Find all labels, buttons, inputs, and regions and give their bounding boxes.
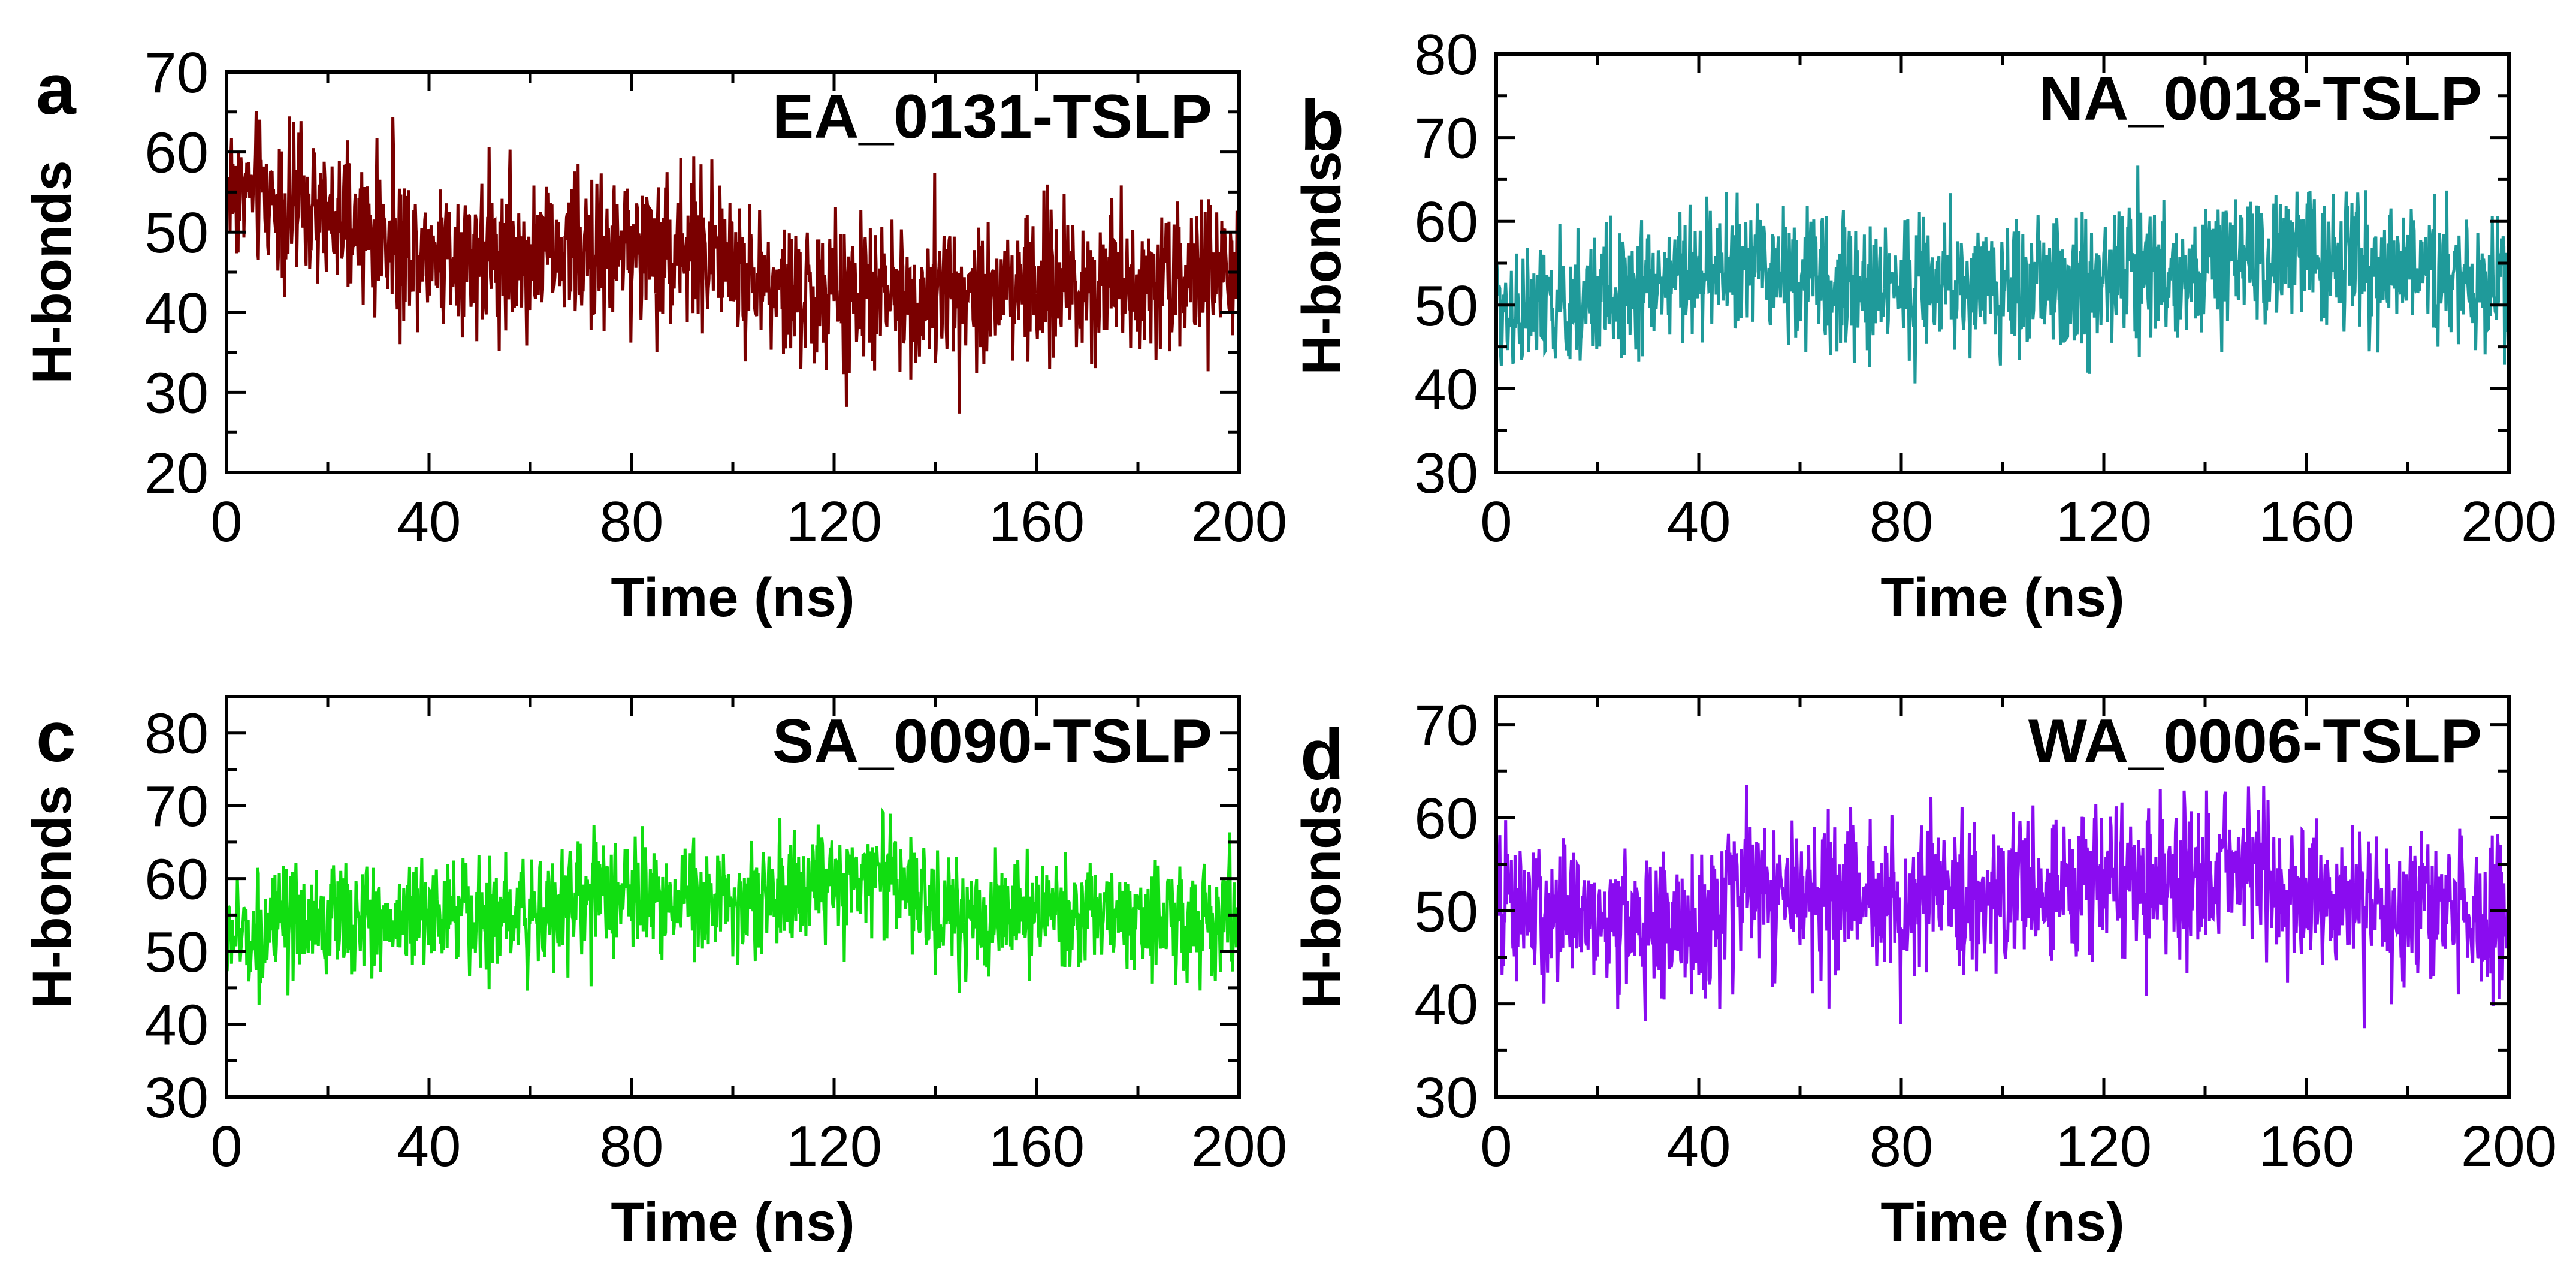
x-tick-label: 200 <box>2461 490 2557 554</box>
x-tick-label: 80 <box>600 1114 664 1179</box>
x-axis-title: Time (ns) <box>1880 1192 2124 1253</box>
x-tick-label: 120 <box>786 1114 882 1179</box>
panel-title: NA_0018-TSLP <box>2039 64 2482 134</box>
x-tick-label: 200 <box>1191 1114 1287 1179</box>
y-tick-label: 80 <box>144 702 209 766</box>
x-tick-label: 160 <box>2258 1114 2354 1179</box>
y-axis-title: H-bonds <box>1291 151 1352 375</box>
x-tick-label: 0 <box>210 490 242 554</box>
y-tick-label: 30 <box>144 1066 209 1130</box>
x-tick-label: 120 <box>786 490 882 554</box>
y-tick-label: 80 <box>1414 23 1478 87</box>
y-tick-label: 30 <box>1414 441 1478 505</box>
x-tick-label: 200 <box>1191 490 1287 554</box>
x-tick-label: 0 <box>1480 490 1512 554</box>
x-tick-label: 0 <box>210 1114 242 1179</box>
x-axis-title: Time (ns) <box>1880 567 2124 628</box>
x-tick-label: 200 <box>2461 1114 2557 1179</box>
y-tick-label: 70 <box>1414 694 1478 758</box>
x-tick-label: 80 <box>600 490 664 554</box>
panel-letter: b <box>1300 85 1344 165</box>
x-tick-label: 40 <box>397 490 461 554</box>
y-tick-label: 60 <box>144 848 209 912</box>
x-tick-label: 160 <box>989 490 1085 554</box>
x-axis-title: Time (ns) <box>611 567 854 628</box>
y-tick-label: 40 <box>1414 357 1478 421</box>
y-tick-label: 30 <box>144 361 209 425</box>
x-tick-label: 80 <box>1870 490 1934 554</box>
panel-letter: a <box>36 49 77 129</box>
y-tick-label: 60 <box>1414 786 1478 851</box>
x-tick-label: 120 <box>2056 490 2152 554</box>
x-tick-label: 0 <box>1480 1114 1512 1179</box>
x-tick-label: 40 <box>1667 490 1731 554</box>
y-tick-label: 70 <box>144 41 209 105</box>
y-tick-label: 50 <box>144 920 209 984</box>
y-tick-label: 60 <box>1414 190 1478 254</box>
x-tick-label: 80 <box>1870 1114 1934 1179</box>
series-line-d <box>1496 785 2509 1029</box>
y-tick-label: 40 <box>144 281 209 345</box>
y-tick-label: 20 <box>144 441 209 505</box>
y-tick-label: 40 <box>1414 973 1478 1037</box>
y-axis-title: H-bonds <box>22 785 83 1008</box>
x-tick-label: 40 <box>1667 1114 1731 1179</box>
x-axis-title: Time (ns) <box>611 1192 854 1253</box>
y-tick-label: 70 <box>1414 107 1478 171</box>
y-tick-label: 50 <box>1414 274 1478 338</box>
y-axis-title: H-bonds <box>1291 785 1352 1008</box>
x-tick-label: 120 <box>2056 1114 2152 1179</box>
y-tick-label: 60 <box>144 121 209 185</box>
y-tick-label: 70 <box>144 774 209 839</box>
series-line-c <box>227 807 1239 1005</box>
y-tick-label: 30 <box>1414 1066 1478 1130</box>
y-tick-label: 40 <box>144 993 209 1057</box>
series-line-b <box>1496 165 2509 384</box>
panel-d: 0 40 80 120 160 200 30 40 50 60 70 Time (ns) H-bonds… <box>1291 694 2557 1253</box>
panel-b: 0 40 80 120 160 200 30 40 50 60 70 80 Time (ns) H-bon… <box>1291 23 2557 628</box>
panel-letter: d <box>1300 715 1344 795</box>
x-tick-label: 40 <box>397 1114 461 1179</box>
x-tick-label: 160 <box>2258 490 2354 554</box>
x-tick-label: 160 <box>989 1114 1085 1179</box>
panel-title: SA_0090-TSLP <box>772 707 1212 776</box>
y-axis-title: H-bonds <box>22 160 83 384</box>
y-tick-label: 50 <box>144 201 209 265</box>
panel-a: 0 40 80 120 160 200 20 30 40 50 60 70 Time (ns) H-bon… <box>22 41 1287 628</box>
panel-title: EA_0131-TSLP <box>772 82 1212 152</box>
series-line-a <box>227 111 1239 414</box>
panel-title: WA_0006-TSLP <box>2028 707 2482 776</box>
y-tick-label: 50 <box>1414 879 1478 944</box>
panel-letter: c <box>36 697 76 777</box>
